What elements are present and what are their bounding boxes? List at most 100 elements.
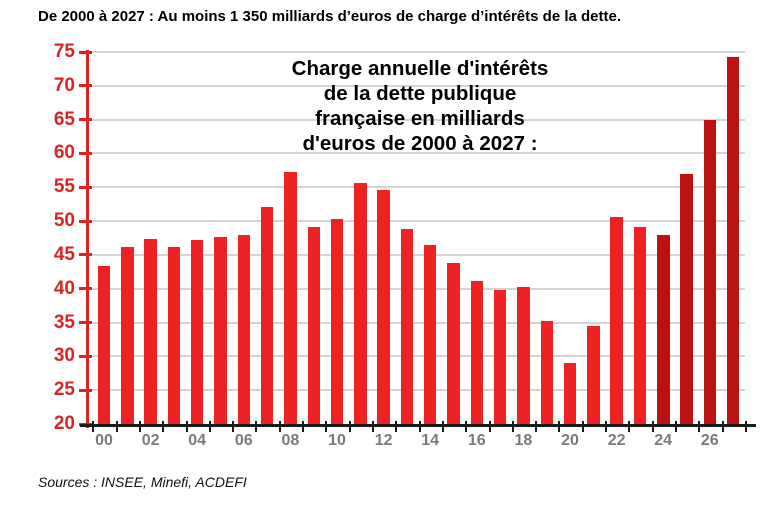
gridline-35 bbox=[88, 321, 745, 324]
x-tick-1 bbox=[115, 421, 118, 432]
y-label-65: 65 bbox=[53, 108, 75, 130]
gridline-65 bbox=[88, 118, 745, 121]
x-tick-3 bbox=[162, 421, 165, 432]
x-tick-18 bbox=[511, 421, 514, 432]
x-tick-17 bbox=[488, 421, 491, 432]
bar-2008 bbox=[284, 172, 297, 424]
x-label-10: 10 bbox=[328, 432, 346, 449]
x-tick-0 bbox=[92, 421, 95, 432]
y-tick-65 bbox=[79, 118, 92, 122]
x-tick-2 bbox=[138, 421, 141, 432]
y-axis bbox=[86, 50, 89, 428]
y-tick-75 bbox=[79, 50, 92, 54]
y-label-55: 55 bbox=[53, 176, 75, 198]
x-tick-13 bbox=[395, 421, 398, 432]
bar-2001 bbox=[121, 246, 134, 424]
x-label-14: 14 bbox=[421, 432, 440, 449]
x-tick-19 bbox=[535, 421, 537, 432]
x-label-08: 08 bbox=[281, 432, 300, 449]
x-label-04: 04 bbox=[188, 432, 207, 449]
source-note: Sources : INSEE, Minefi, ACDEFI bbox=[38, 474, 247, 490]
y-label-70: 70 bbox=[53, 74, 75, 96]
gridline-60 bbox=[88, 152, 745, 155]
x-label-00: 00 bbox=[95, 432, 113, 449]
x-tick-5 bbox=[208, 421, 211, 432]
bar-2019 bbox=[540, 321, 553, 424]
chart-title: Charge annuelle d'intérêts de la dette pu… bbox=[240, 56, 600, 156]
bar-2027 bbox=[726, 56, 740, 424]
bar-chart: 20 25 30 35 40 45 50 55 60 65 70 75 00 02 04 06 08 10 12 14… bbox=[53, 41, 756, 449]
x-tick-11 bbox=[348, 421, 351, 432]
x-tick-4 bbox=[185, 421, 188, 432]
x-label-26: 26 bbox=[700, 432, 719, 449]
x-tick-26 bbox=[698, 421, 701, 432]
y-tick-45 bbox=[79, 253, 92, 257]
chart-title-line: de la dette publique bbox=[323, 82, 517, 105]
bar-2023 bbox=[633, 227, 647, 424]
y-label-45: 45 bbox=[53, 243, 75, 265]
gridline-50 bbox=[88, 220, 745, 223]
x-tick-20 bbox=[558, 421, 561, 432]
bar-2022 bbox=[610, 217, 623, 424]
bar-2000 bbox=[97, 266, 111, 424]
chart-title-line: française en milliards bbox=[315, 107, 525, 130]
x-label-12: 12 bbox=[374, 432, 393, 449]
bar-2005 bbox=[214, 237, 227, 424]
x-tick-9 bbox=[302, 421, 305, 432]
gridline-40 bbox=[88, 287, 745, 290]
x-tick-24 bbox=[651, 421, 654, 432]
bar-2013 bbox=[400, 228, 414, 424]
x-tick-23 bbox=[628, 421, 631, 432]
bar-2006 bbox=[237, 234, 251, 424]
bar-2012 bbox=[377, 190, 390, 424]
y-label-40: 40 bbox=[53, 277, 75, 299]
bar-2014 bbox=[423, 245, 437, 424]
bar-2010 bbox=[330, 219, 344, 424]
bar-2015 bbox=[447, 263, 460, 424]
x-tick-14 bbox=[418, 421, 421, 432]
y-tick-60 bbox=[79, 151, 92, 155]
bar-2020 bbox=[563, 363, 577, 424]
y-tick-25 bbox=[79, 388, 92, 392]
y-tick-55 bbox=[79, 185, 92, 189]
x-tick-22 bbox=[605, 421, 607, 432]
x-tick-28 bbox=[744, 421, 747, 432]
gridline-25 bbox=[88, 389, 745, 392]
chart-title-line: d'euros de 2000 à 2027 : bbox=[302, 132, 538, 155]
x-tick-10 bbox=[325, 421, 328, 432]
x-tick-6 bbox=[232, 421, 235, 432]
x-axis bbox=[80, 424, 756, 427]
y-label-35: 35 bbox=[53, 311, 75, 333]
y-label-50: 50 bbox=[53, 210, 75, 232]
y-label-75: 75 bbox=[53, 41, 75, 62]
gridline-75 bbox=[88, 51, 745, 53]
x-label-02: 02 bbox=[141, 432, 160, 449]
bar-2018 bbox=[517, 287, 530, 424]
x-tick-27 bbox=[721, 421, 724, 432]
gridline-55 bbox=[88, 186, 745, 189]
y-tick-30 bbox=[79, 354, 92, 358]
bar-2024 bbox=[657, 234, 670, 424]
y-tick-50 bbox=[79, 219, 92, 223]
bar-2011 bbox=[354, 183, 367, 424]
page-title: De 2000 à 2027 : Au moins 1 350 milliard… bbox=[38, 8, 622, 25]
x-label-20: 20 bbox=[561, 432, 579, 449]
bar-2016 bbox=[470, 281, 484, 424]
y-tick-70 bbox=[79, 84, 92, 88]
bar-2003 bbox=[167, 246, 181, 424]
y-label-20: 20 bbox=[53, 413, 75, 434]
x-label-18: 18 bbox=[514, 432, 533, 449]
y-label-25: 25 bbox=[53, 379, 75, 401]
x-tick-12 bbox=[372, 421, 374, 432]
y-label-30: 30 bbox=[53, 345, 75, 367]
x-tick-7 bbox=[255, 421, 258, 432]
x-tick-16 bbox=[465, 421, 468, 432]
bar-2007 bbox=[260, 206, 274, 424]
x-tick-21 bbox=[581, 421, 584, 432]
x-label-22: 22 bbox=[607, 432, 626, 449]
bar-2017 bbox=[493, 290, 507, 424]
x-tick-8 bbox=[278, 421, 281, 432]
y-tick-40 bbox=[79, 287, 92, 291]
gridline-45 bbox=[88, 253, 745, 256]
